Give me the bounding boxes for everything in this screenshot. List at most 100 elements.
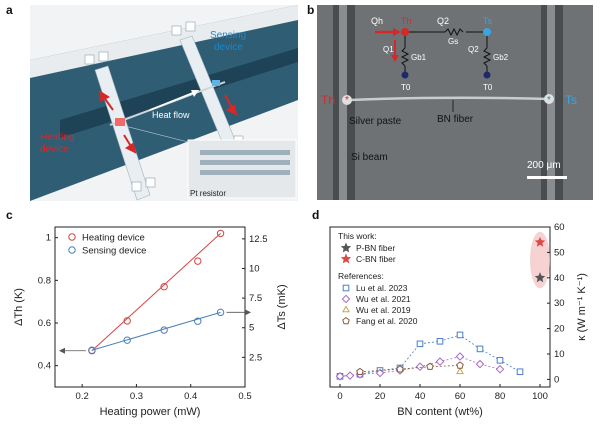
- bn-fiber-label: BN fiber: [437, 114, 474, 125]
- y-left-tick-label: 1: [46, 233, 51, 244]
- data-point: [194, 317, 202, 325]
- gb1-label: Gb1: [411, 53, 427, 62]
- data-point: [335, 371, 345, 381]
- y-right-tick-label: 2.5: [249, 352, 262, 363]
- data-point: [88, 346, 96, 354]
- data-point: [416, 340, 424, 348]
- data-point: [216, 308, 225, 317]
- q2b-label: Q2: [468, 45, 479, 54]
- data-point: [426, 362, 434, 370]
- scale-bar-label: 200 μm: [527, 160, 561, 171]
- legend-marker: [68, 233, 76, 241]
- heat-flow-arrow: [149, 90, 199, 111]
- data-point: [356, 367, 364, 375]
- x-tick-label: 0.3: [130, 391, 143, 402]
- series-line: [339, 334, 521, 377]
- si-beam-label: Si beam: [351, 152, 388, 163]
- data-point: [476, 345, 484, 353]
- inset-line: [124, 125, 189, 143]
- y-tick-label: 0: [554, 374, 559, 385]
- data-point: [455, 352, 465, 361]
- heating-label-2: device: [40, 144, 69, 155]
- qh-label: Qh: [371, 16, 383, 26]
- x-tick-label: 20: [375, 391, 386, 402]
- data-point: [534, 236, 546, 247]
- legend-marker: [341, 294, 351, 304]
- y-right-tick-label: 10: [249, 263, 260, 274]
- x-tick-label: 0: [337, 391, 342, 402]
- ts-big-label: Ts: [565, 93, 577, 107]
- data-point: [123, 336, 131, 344]
- heating-hotspot: [115, 118, 125, 126]
- y-right-tick-label: 7.5: [249, 293, 262, 304]
- heat-flow-label: Heat flow: [152, 110, 190, 120]
- data-point: [456, 361, 464, 369]
- x-tick-label: 40: [415, 391, 426, 402]
- right-axis-arrowhead: [245, 309, 251, 316]
- y-axis-label: κ (W m⁻¹ K⁻¹): [576, 273, 588, 341]
- legend-label: Sensing device: [82, 246, 146, 257]
- legend-label: C-BN fiber: [356, 254, 396, 264]
- pt-resistor-lines: [200, 150, 290, 175]
- heat-arrows: [98, 90, 238, 154]
- legend-marker: [340, 242, 352, 253]
- fit-line: [91, 233, 221, 352]
- data-point: [456, 331, 464, 339]
- y-tick-label: 30: [554, 298, 565, 309]
- sensing-label-1: Sensing: [210, 30, 246, 41]
- data-point: [435, 357, 445, 366]
- left-axis-arrowhead: [59, 347, 65, 354]
- y-tick-label: 10: [554, 349, 565, 360]
- th-big-label: Th: [321, 93, 335, 107]
- data-point: [216, 229, 225, 238]
- q1-label: Q1: [383, 45, 394, 54]
- x-tick-label: 0.5: [238, 391, 251, 402]
- highlight-ellipse: [530, 231, 550, 289]
- legend-marker: [342, 305, 350, 313]
- y-tick-label: 60: [554, 222, 565, 233]
- panel-d-letter: d: [312, 208, 319, 222]
- legend-label: Fang et al. 2020: [356, 316, 418, 326]
- x-tick-label: 0.4: [184, 391, 197, 402]
- x-axis-label: BN content (wt%): [397, 406, 483, 418]
- thermal-circuit: [375, 27, 492, 79]
- fit-line: [91, 311, 221, 351]
- legend-marker: [340, 253, 352, 264]
- heating-label-1: Heating: [40, 132, 74, 143]
- data-point: [495, 364, 505, 374]
- silver-paste-left: [342, 95, 352, 105]
- legend-marker: [342, 284, 350, 292]
- y-right-tick-label: 5: [249, 323, 254, 334]
- ts-label: Ts: [483, 16, 493, 26]
- t0-label-a: T0: [401, 83, 411, 92]
- silver-paste-right: [544, 94, 554, 104]
- legend-label: Wu et al. 2021: [356, 294, 411, 304]
- panel-b: b * * Qh Th Q2 Ts Q1 Gb1 Gs Q2 Gb2 T0 T0…: [307, 3, 593, 200]
- series-line: [339, 356, 501, 377]
- x-tick-label: 60: [455, 391, 466, 402]
- sensing-label-2: device: [214, 42, 243, 53]
- data-point: [123, 317, 131, 325]
- scale-bar: [527, 176, 567, 179]
- x-axis-label: Heating power (mW): [100, 406, 201, 418]
- plot-frame: [54, 226, 246, 388]
- panel-d: d 0 20 40 60 80 100 0 10 20 30 40 50 60 BN content (w…: [312, 208, 588, 418]
- t0-label-b: T0: [483, 83, 493, 92]
- th-label: Th: [401, 16, 412, 26]
- y-left-tick-label: 0.4: [38, 361, 51, 372]
- x-tick-label: 80: [495, 391, 506, 402]
- pt-resistor-inset: [187, 139, 297, 199]
- data-point: [345, 371, 355, 380]
- silver-paste-label: Silver paste: [349, 116, 402, 127]
- y-tick-label: 20: [554, 324, 565, 335]
- legend-label: Heating device: [82, 233, 145, 244]
- data-point: [160, 326, 168, 334]
- plot-frame: [329, 226, 551, 388]
- panel-c: c 0.2 0.3 0.4 0.50.40.60.812.557.51012.5Hea…: [6, 208, 288, 418]
- sensing-spot: [212, 80, 220, 86]
- legend-marker: [342, 316, 350, 325]
- y-left-tick-label: 0.6: [38, 318, 51, 329]
- data-point: [160, 283, 168, 291]
- y-left-axis-label: ΔTh (K): [13, 288, 25, 326]
- series-line: [359, 365, 461, 373]
